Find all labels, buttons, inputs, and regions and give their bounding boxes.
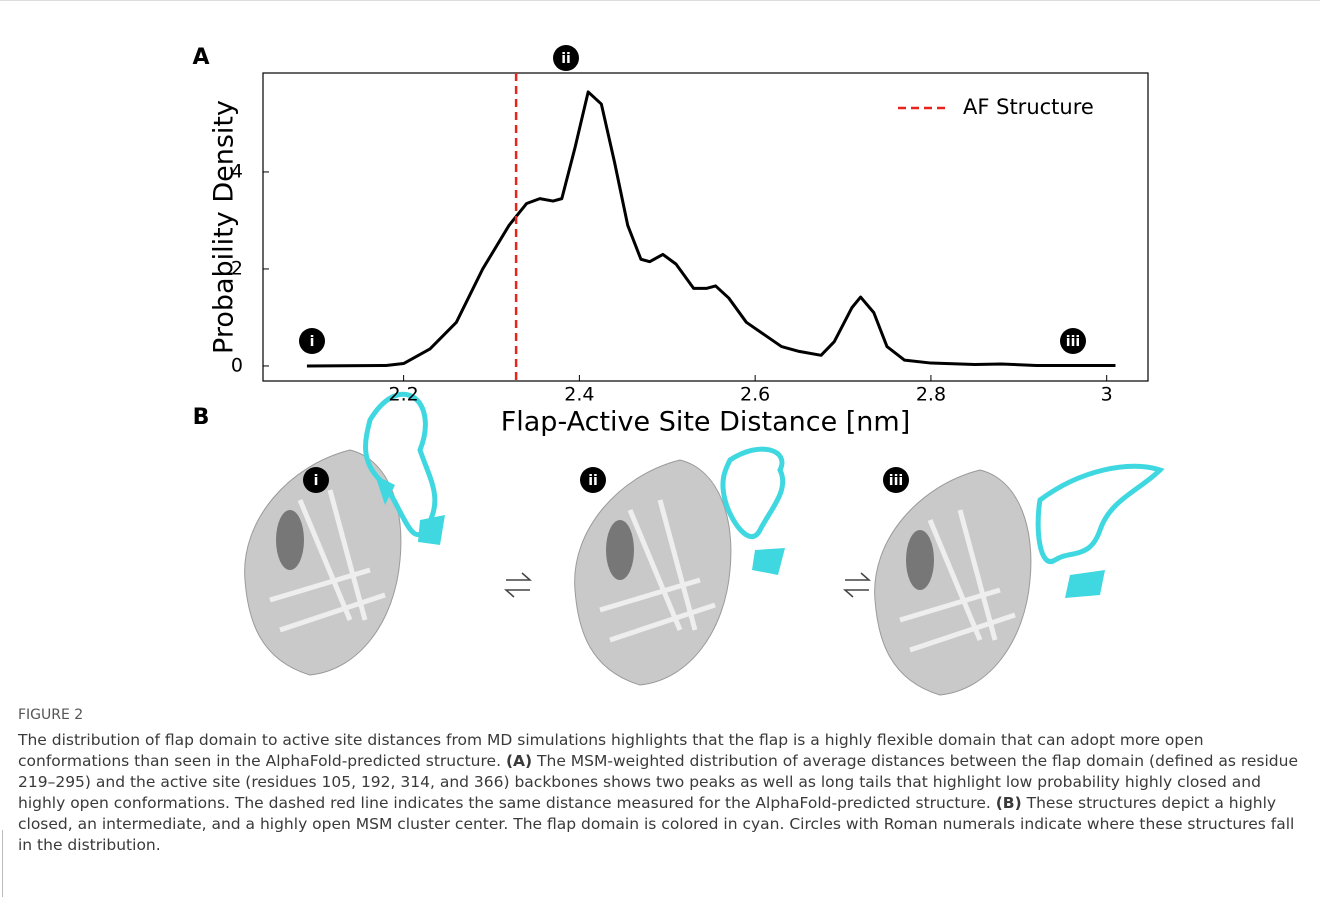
y-axis-label: Probability Density <box>209 100 240 354</box>
caption-panel-ref: (B) <box>995 794 1022 812</box>
structure-marker <box>883 467 909 493</box>
annotation-label: iii <box>1066 334 1080 350</box>
caption-panel-ref: (A) <box>505 752 533 770</box>
annotation-marker <box>1060 328 1086 354</box>
structure-illustration <box>244 391 1165 696</box>
structure-marker <box>580 467 606 493</box>
y-tick-label: 0 <box>231 354 243 376</box>
density-line <box>306 90 1116 368</box>
structure-label: iii <box>889 473 903 489</box>
panel-label: B <box>193 405 210 430</box>
x-tick-label: 2.6 <box>740 384 770 406</box>
x-axis-label: Flap-Active Site Distance [nm] <box>501 407 911 438</box>
panel-label: A <box>192 45 209 70</box>
top-rule <box>0 0 1320 1</box>
caption-label: FIGURE 2 <box>18 707 84 723</box>
structure-marker <box>303 467 329 493</box>
annotation-marker <box>299 328 325 354</box>
caption: FIGURE 2 The distribution of flap domain… <box>18 705 1308 856</box>
caption-text: The distribution of flap domain to activ… <box>18 731 1204 770</box>
caption-text: These structures depict a highly closed,… <box>18 794 1295 854</box>
y-tick-label: 2 <box>231 257 243 279</box>
x-tick-label: 2.2 <box>389 384 419 406</box>
caption-text: The distribution of flap domain to activ… <box>18 730 1308 856</box>
x-tick-label: 3 <box>1101 384 1113 406</box>
side-rule <box>2 830 3 897</box>
structure-label: i <box>314 473 319 489</box>
annotation-label: i <box>310 334 315 350</box>
x-tick-label: 2.8 <box>916 384 946 406</box>
annotation-marker <box>553 45 579 71</box>
annotation-label: ii <box>561 51 571 67</box>
y-tick-label: 4 <box>231 160 243 182</box>
structure-label: ii <box>588 473 598 489</box>
plot-frame <box>262 72 1149 382</box>
x-tick-label: 2.4 <box>564 384 594 406</box>
legend-label: AF Structure <box>963 95 1094 119</box>
caption-text: The MSM-weighted distribution of average… <box>18 752 1298 812</box>
